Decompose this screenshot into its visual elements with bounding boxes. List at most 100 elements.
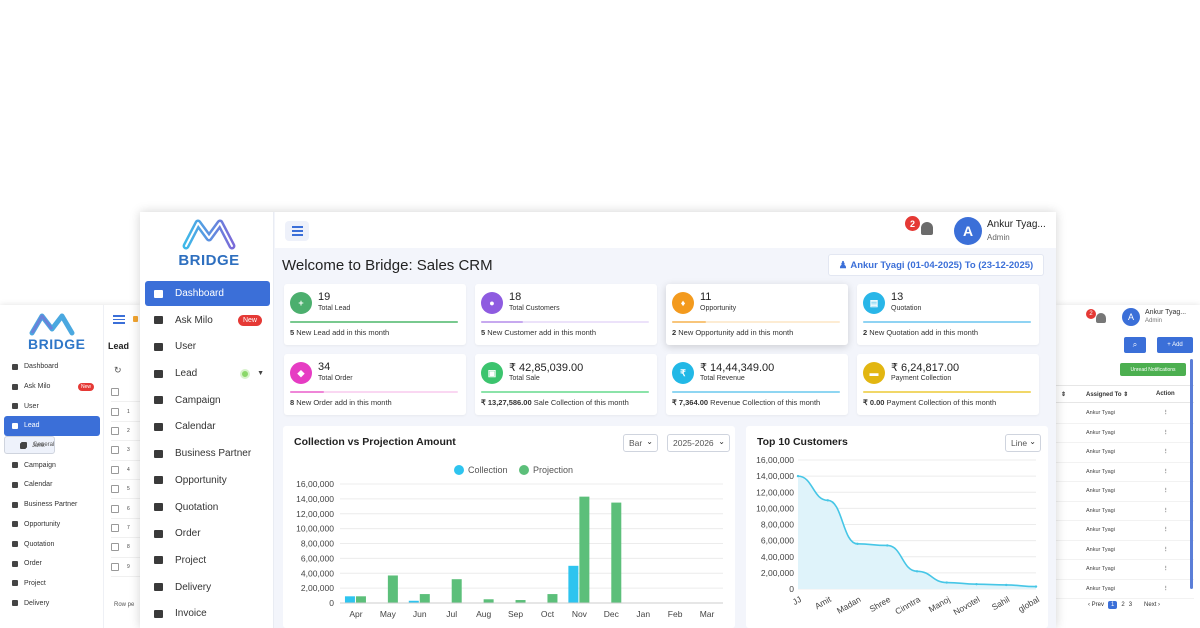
- sidebar-item-project[interactable]: Project: [145, 548, 270, 573]
- table-row[interactable]: Ankur Tyagi ⋮: [1056, 463, 1194, 482]
- data-point[interactable]: [915, 570, 919, 573]
- row-checkbox[interactable]: [111, 446, 119, 455]
- row-checkbox[interactable]: [111, 407, 119, 416]
- table-row[interactable]: Ankur Tyagi ⋮: [1056, 521, 1194, 541]
- bar-collection-jun[interactable]: [408, 600, 419, 603]
- table-row[interactable]: Ankur Tyagi ⋮: [1056, 541, 1194, 560]
- select-all-checkbox[interactable]: [111, 388, 119, 397]
- more-options-icon[interactable]: ⋮: [1163, 449, 1169, 456]
- stat-card[interactable]: ♦ 11 Opportunity 2 New Opportunity add in t…: [666, 284, 848, 345]
- table-row[interactable]: 8: [111, 538, 140, 558]
- bg-left-nav-item[interactable]: Opportunity: [4, 515, 100, 535]
- bg-left-nav-item[interactable]: Quotation: [4, 534, 100, 554]
- sidebar-item-user[interactable]: User: [145, 334, 270, 359]
- bg-left-nav-item[interactable]: Calendar: [4, 475, 100, 495]
- sidebar-item-calendar[interactable]: Calendar: [145, 414, 270, 439]
- data-point[interactable]: [856, 542, 859, 546]
- bg-left-refresh-icon[interactable]: ↻: [114, 365, 122, 375]
- data-point[interactable]: [826, 499, 829, 502]
- more-options-icon[interactable]: ⋮: [1163, 429, 1169, 436]
- bg-left-hamburger-icon[interactable]: [113, 315, 125, 325]
- more-options-icon[interactable]: ⋮: [1163, 468, 1169, 475]
- row-checkbox[interactable]: [111, 485, 119, 494]
- bg-left-nav-item[interactable]: Dashboard: [4, 357, 100, 377]
- table-row[interactable]: 2: [111, 422, 140, 442]
- bg-right-add-button[interactable]: + Add: [1157, 337, 1193, 353]
- bg-left-nav-item[interactable]: Junk: [4, 436, 100, 456]
- bg-right-scrollbar[interactable]: [1190, 359, 1193, 589]
- bg-left-nav-item[interactable]: Order: [4, 554, 100, 574]
- more-options-icon[interactable]: ⋮: [1163, 546, 1169, 553]
- data-point[interactable]: [796, 474, 800, 478]
- table-row[interactable]: 5: [111, 480, 140, 500]
- stat-card[interactable]: ● 18 Total Customers 5 New Customer add in …: [475, 284, 657, 345]
- chart2-type-select[interactable]: Line ⌄: [1005, 434, 1041, 452]
- row-checkbox[interactable]: [111, 465, 119, 474]
- table-row[interactable]: Ankur Tyagi ⋮: [1056, 560, 1194, 580]
- hamburger-menu-icon[interactable]: [285, 221, 309, 241]
- table-row[interactable]: 9: [111, 558, 140, 577]
- data-point[interactable]: [1005, 583, 1008, 587]
- bar-collection-apr[interactable]: [344, 596, 355, 603]
- table-row[interactable]: Ankur Tyagi ⋮: [1056, 502, 1194, 521]
- bg-right-bell-icon[interactable]: [1096, 313, 1106, 323]
- page-number-button[interactable]: 1: [1108, 601, 1118, 609]
- bar-projection-sep[interactable]: [515, 600, 526, 603]
- data-point[interactable]: [886, 544, 889, 547]
- sidebar-item-quotation[interactable]: Quotation: [145, 495, 270, 520]
- bar-projection-aug[interactable]: [483, 599, 494, 603]
- stat-card[interactable]: ▬ ₹ 6,24,817.00 Payment Collection ₹ 0.00 P…: [857, 354, 1039, 415]
- bg-right-sort-icon[interactable]: ⇕: [1061, 391, 1067, 398]
- bar-projection-jun[interactable]: [419, 594, 430, 603]
- bg-right-col-assigned[interactable]: Assigned To ⇕: [1086, 391, 1129, 398]
- sidebar-item-invoice[interactable]: Invoice: [145, 601, 270, 626]
- bg-left-nav-item[interactable]: Ask Milo New: [4, 377, 100, 397]
- page-number-button[interactable]: 3: [1128, 602, 1133, 608]
- caret-down-icon[interactable]: ▼: [257, 370, 264, 378]
- more-options-icon[interactable]: ⋮: [1163, 527, 1169, 534]
- table-row[interactable]: 1: [111, 402, 140, 422]
- bell-icon[interactable]: [921, 222, 933, 235]
- bar-projection-dec[interactable]: [611, 502, 622, 603]
- bg-left-nav-item[interactable]: Delivery: [4, 593, 100, 613]
- table-row[interactable]: 6: [111, 499, 140, 519]
- stat-card[interactable]: ◆ 34 Total Order 8 New Order add in this mo…: [284, 354, 466, 415]
- sidebar-item-opportunity[interactable]: Opportunity: [145, 468, 270, 493]
- more-options-icon[interactable]: ⋮: [1163, 488, 1169, 495]
- sidebar-item-delivery[interactable]: Delivery: [145, 575, 270, 600]
- prev-page-button[interactable]: ‹ Prev: [1088, 602, 1105, 608]
- more-options-icon[interactable]: ⋮: [1163, 566, 1169, 573]
- data-point[interactable]: [945, 581, 948, 584]
- table-row[interactable]: Ankur Tyagi ⋮: [1056, 424, 1194, 443]
- sidebar-item-business-partner[interactable]: Business Partner: [145, 441, 270, 466]
- table-row[interactable]: Ankur Tyagi ⋮: [1056, 404, 1194, 424]
- bg-right-unread-notifications-button[interactable]: Unread Notifications: [1120, 363, 1186, 376]
- bar-collection-nov[interactable]: [568, 565, 579, 603]
- avatar[interactable]: A: [954, 217, 982, 245]
- more-options-icon[interactable]: ⋮: [1163, 410, 1169, 417]
- sidebar-item-order[interactable]: Order: [145, 521, 270, 546]
- row-checkbox[interactable]: [111, 562, 119, 571]
- page-number-button[interactable]: 2: [1121, 602, 1125, 608]
- logo[interactable]: BRIDGE: [178, 216, 240, 269]
- bg-left-nav-item[interactable]: Lead: [4, 416, 100, 436]
- user-name[interactable]: Ankur Tyag...: [987, 219, 1046, 230]
- bg-right-search-button[interactable]: ⌕: [1124, 337, 1146, 353]
- bar-projection-jul[interactable]: [451, 579, 462, 603]
- table-row[interactable]: 3: [111, 441, 140, 461]
- stat-card[interactable]: ▤ 13 Quotation 2 New Quotation add in this …: [857, 284, 1039, 345]
- sidebar-item-campaign[interactable]: Campaign: [145, 388, 270, 413]
- data-point[interactable]: [975, 582, 978, 586]
- row-checkbox[interactable]: [111, 543, 119, 552]
- bg-left-nav-item[interactable]: Business Partner: [4, 495, 100, 515]
- bar-projection-oct[interactable]: [547, 594, 558, 603]
- next-page-button[interactable]: Next ›: [1144, 602, 1161, 608]
- table-row[interactable]: 4: [111, 461, 140, 480]
- more-options-icon[interactable]: ⋮: [1163, 585, 1169, 592]
- bg-left-nav-item[interactable]: User: [4, 396, 100, 416]
- table-row[interactable]: Ankur Tyagi ⋮: [1056, 580, 1194, 599]
- sidebar-item-lead[interactable]: Lead ▼: [145, 361, 270, 386]
- chart1-year-select[interactable]: 2025-2026 ⌄: [667, 434, 730, 452]
- table-row[interactable]: 7: [111, 519, 140, 539]
- stat-card[interactable]: +19 Total Lead 5 New Lead add in this mont…: [284, 284, 466, 345]
